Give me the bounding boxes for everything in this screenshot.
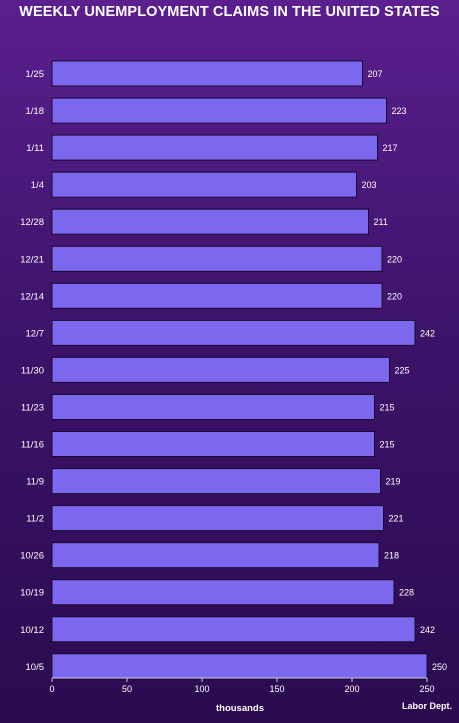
category-label: 11/16 (21, 440, 44, 451)
bar-10/5 (51, 653, 428, 680)
bar-10/26 (51, 542, 380, 569)
bar-11/2 (51, 505, 384, 532)
x-tick-label: 250 (419, 684, 434, 694)
bar-12/14 (51, 282, 383, 309)
value-label: 225 (395, 365, 410, 375)
category-label: 10/26 (20, 551, 44, 562)
category-label: 10/12 (20, 625, 44, 636)
bar-11/30 (51, 356, 390, 383)
category-label: 1/11 (26, 143, 44, 154)
value-label: 207 (368, 69, 383, 79)
category-label: 11/23 (21, 403, 44, 414)
bars-group (51, 60, 428, 680)
bar-12/21 (51, 245, 383, 272)
bar-11/9 (51, 468, 381, 495)
bar-1/11 (51, 134, 378, 161)
x-tick-label: 200 (344, 684, 359, 694)
category-label: 10/5 (26, 662, 45, 673)
x-tick-label: 0 (49, 684, 54, 694)
x-tick-label: 150 (269, 684, 284, 694)
bar-12/7 (51, 319, 416, 346)
x-tick-label: 50 (122, 684, 132, 694)
category-label: 1/25 (26, 69, 45, 80)
bar-1/4 (51, 171, 357, 198)
value-label: 221 (389, 514, 404, 524)
bar-11/23 (51, 394, 375, 420)
bar-10/12 (51, 616, 416, 643)
value-label: 218 (384, 551, 399, 561)
category-label: 12/14 (20, 291, 44, 302)
value-label: 242 (420, 328, 435, 338)
category-labels-group: 1/25 1/18 1/11 1/4 12/28 12/21 12/14 12/7 11/30 1… (20, 69, 44, 673)
bar-12/28 (51, 208, 369, 235)
value-label: 211 (374, 217, 388, 227)
category-label: 1/18 (26, 106, 45, 117)
value-label: 215 (380, 403, 395, 413)
category-label: 11/9 (26, 477, 44, 488)
x-axis: 0 50 100 150 200 250 (49, 677, 435, 694)
category-label: 12/28 (20, 217, 44, 228)
x-tick-label: 100 (194, 684, 209, 694)
bar-1/18 (51, 97, 387, 124)
value-label: 228 (399, 588, 414, 598)
value-label: 220 (387, 291, 402, 301)
value-label: 242 (420, 625, 435, 635)
category-label: 12/21 (20, 254, 44, 265)
value-label: 250 (432, 662, 447, 672)
value-label: 220 (387, 254, 402, 264)
category-label: 10/19 (20, 588, 44, 599)
source-label: Labor Dept. (401, 701, 452, 711)
chart-title: WEEKLY UNEMPLOYMENT CLAIMS IN THE UNITED… (19, 4, 440, 20)
bar-11/16 (51, 431, 375, 457)
bar-1/25 (51, 60, 363, 87)
value-label: 219 (386, 477, 401, 487)
value-label: 217 (383, 143, 398, 153)
value-labels-group: 207 223 217 203 211 220 220 242 225 215 215 219 221 2… (362, 69, 448, 672)
category-label: 11/2 (26, 514, 44, 525)
value-label: 203 (362, 180, 377, 190)
category-label: 12/7 (26, 328, 45, 339)
category-label: 1/4 (31, 180, 44, 191)
x-axis-label: thousands (216, 703, 264, 714)
value-label: 215 (380, 440, 395, 450)
bar-10/19 (51, 579, 395, 606)
category-label: 11/30 (21, 365, 44, 376)
value-label: 223 (392, 106, 407, 116)
